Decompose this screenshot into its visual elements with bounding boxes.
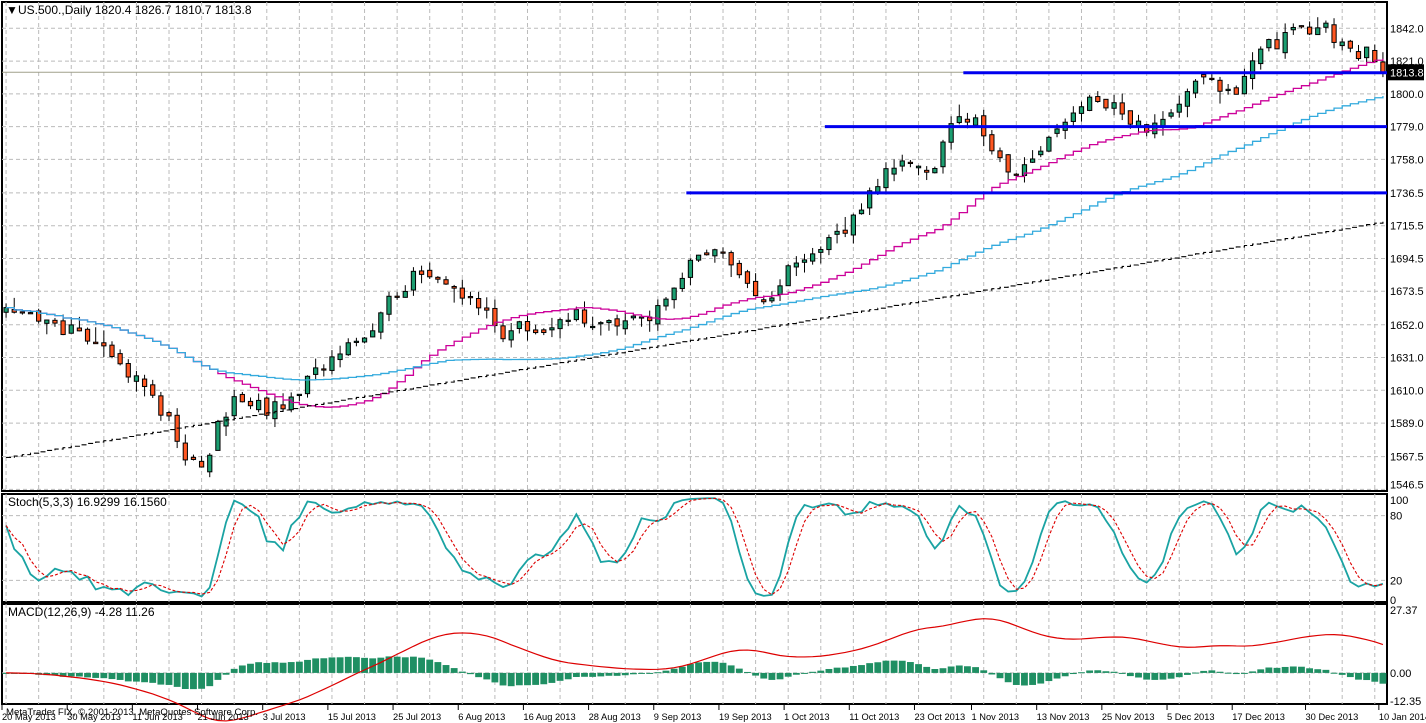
svg-text:1813.8: 1813.8 xyxy=(1390,67,1424,79)
svg-text:10 Jan 2014: 10 Jan 2014 xyxy=(1379,712,1426,722)
svg-text:6 Aug 2013: 6 Aug 2013 xyxy=(458,712,505,722)
svg-text:1631.0: 1631.0 xyxy=(1390,353,1424,365)
svg-text:▼: ▼ xyxy=(6,3,18,17)
svg-text:1 Nov 2013: 1 Nov 2013 xyxy=(972,712,1020,722)
svg-text:25 Jul 2013: 25 Jul 2013 xyxy=(393,712,441,722)
svg-text:20: 20 xyxy=(1390,575,1402,587)
svg-text:1758.0: 1758.0 xyxy=(1390,154,1424,166)
svg-text:19 Sep 2013: 19 Sep 2013 xyxy=(719,712,772,722)
svg-text:9 Sep 2013: 9 Sep 2013 xyxy=(654,712,702,722)
svg-text:80: 80 xyxy=(1390,511,1402,523)
svg-text:MACD(12,26,9) -4.28 11.26: MACD(12,26,9) -4.28 11.26 xyxy=(8,605,155,619)
svg-text:15 Jul 2013: 15 Jul 2013 xyxy=(328,712,376,722)
svg-text:Stoch(5,3,3) 16.9299 16.1560: Stoch(5,3,3) 16.9299 16.1560 xyxy=(8,495,167,509)
svg-text:1694.5: 1694.5 xyxy=(1390,253,1424,265)
svg-text:1652.0: 1652.0 xyxy=(1390,320,1424,332)
svg-text:1589.0: 1589.0 xyxy=(1390,418,1424,430)
svg-text:1715.5: 1715.5 xyxy=(1390,221,1424,233)
svg-text:100: 100 xyxy=(1390,495,1408,507)
svg-text:MetaTrader FIX, © 2001-2013, M: MetaTrader FIX, © 2001-2013, MetaQuotes … xyxy=(6,707,258,718)
svg-text:5 Dec 2013: 5 Dec 2013 xyxy=(1167,712,1215,722)
svg-text:1779.0: 1779.0 xyxy=(1390,122,1424,134)
svg-text:1673.5: 1673.5 xyxy=(1390,286,1424,298)
svg-text:17 Dec 2013: 17 Dec 2013 xyxy=(1232,712,1285,722)
svg-text:1546.5: 1546.5 xyxy=(1390,479,1424,491)
svg-text:1 Oct 2013: 1 Oct 2013 xyxy=(784,712,829,722)
svg-text:1800.0: 1800.0 xyxy=(1390,89,1424,101)
svg-text:1842.0: 1842.0 xyxy=(1390,23,1424,35)
svg-text:13 Nov 2013: 13 Nov 2013 xyxy=(1037,712,1090,722)
svg-text:-12.35: -12.35 xyxy=(1390,696,1421,708)
svg-text:1610.0: 1610.0 xyxy=(1390,385,1424,397)
svg-text:1736.5: 1736.5 xyxy=(1390,188,1424,200)
svg-text:1821.0: 1821.0 xyxy=(1390,56,1424,68)
svg-text:23 Oct 2013: 23 Oct 2013 xyxy=(914,712,965,722)
svg-text:11 Oct 2013: 11 Oct 2013 xyxy=(849,712,899,722)
svg-text:25 Nov 2013: 25 Nov 2013 xyxy=(1102,712,1155,722)
svg-text:1567.5: 1567.5 xyxy=(1390,452,1424,464)
svg-text:27.37: 27.37 xyxy=(1390,605,1418,617)
svg-text:0.00: 0.00 xyxy=(1390,668,1411,680)
svg-text:US.500.,Daily 1820.4 1826.7: US.500.,Daily 1820.4 1826.7 1810.7 1813.… xyxy=(18,3,252,17)
svg-text:16 Aug 2013: 16 Aug 2013 xyxy=(523,712,575,722)
svg-text:3 Jul 2013: 3 Jul 2013 xyxy=(263,712,306,722)
svg-text:28 Aug 2013: 28 Aug 2013 xyxy=(589,712,641,722)
svg-text:30 Dec 2013: 30 Dec 2013 xyxy=(1306,712,1359,722)
